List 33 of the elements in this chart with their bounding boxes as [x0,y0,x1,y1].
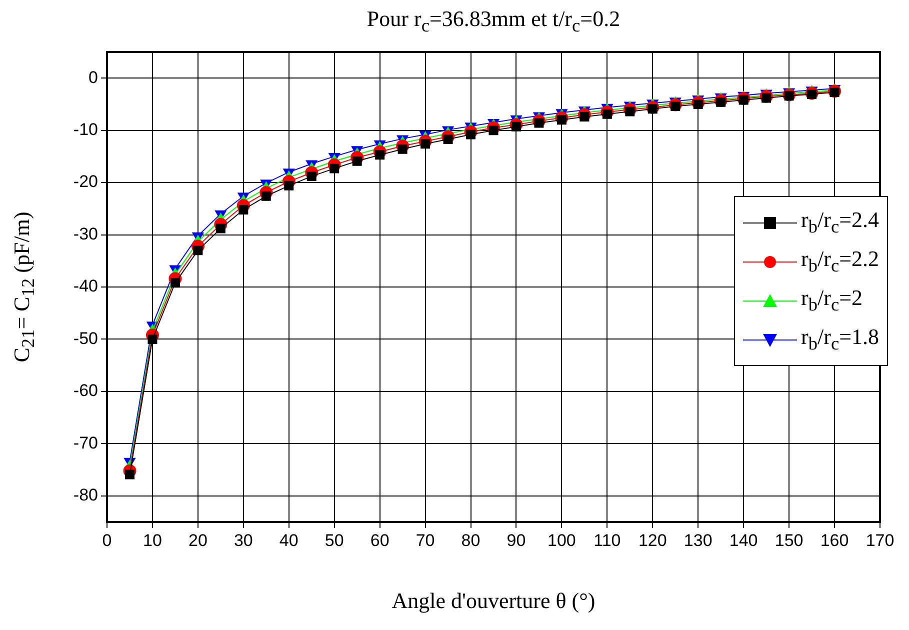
y-tick-label: -20 [73,172,98,192]
y-tick-label: -40 [73,276,98,296]
x-tick-label: 60 [370,530,390,550]
x-tick-label: 50 [324,530,344,550]
x-axis-title: Angle d'ouverture θ (°) [390,588,596,614]
y-tick-label: -80 [73,486,98,505]
x-tick-label: 160 [820,530,849,550]
legend-label: r$_{b}$/r$_{c}$=2 [800,285,862,316]
y-tick-label: -10 [73,120,98,140]
x-tick-label: 130 [684,530,712,550]
x-tick-label: 110 [594,530,621,550]
x-tick-label: 20 [188,530,208,550]
x-tick-label: 40 [279,530,298,550]
x-tick-label: 150 [774,530,804,550]
x-tick-label: 10 [143,530,162,550]
y-tick-label: -60 [73,381,98,400]
x-tick-label: 140 [729,530,758,550]
x-tick-label: 70 [416,530,435,550]
legend-label: r$_{b}$/r$_{c}$=2.4 [800,207,879,238]
y-tick-label: -50 [73,328,98,348]
x-tick-label: 100 [548,530,576,550]
x-tick-label: 80 [461,530,480,550]
x-tick-label: 170 [866,530,894,550]
x-tick-label: 90 [506,530,526,550]
y-tick-label: -70 [73,433,98,452]
chart-title: Pour r$_{c}$=36.83mm et t/r$_{c}$=0.2 [366,6,622,36]
y-tick-label: 0 [88,68,98,87]
legend-label: r$_{b}$/r$_{c}$=1.8 [800,324,879,355]
legend-label: r$_{b}$/r$_{c}$=2.2 [800,246,879,277]
y-tick-label: -30 [73,224,98,244]
x-tick-label: 120 [638,530,667,550]
x-tick-label: 30 [234,530,253,550]
x-tick-label: 0 [102,530,112,550]
